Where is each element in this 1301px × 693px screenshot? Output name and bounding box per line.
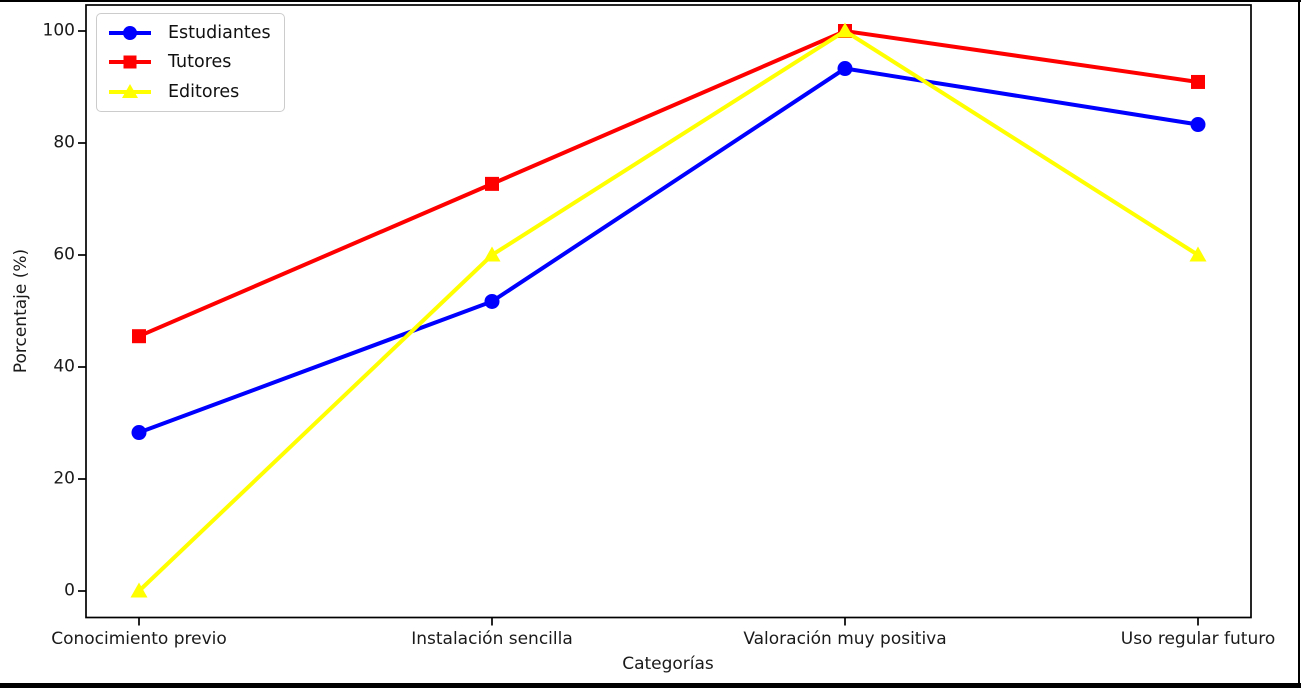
y-tick-label: 60 [53,244,75,265]
data-point-marker-triangle [836,22,854,38]
legend-item-tutores: Tutores [108,49,284,75]
series-line-tutores [138,28,1199,339]
data-point-marker-square [485,176,499,191]
legend-item-editores: Editores [108,79,284,105]
legend-item-estudiantes: Estudiantes [108,20,284,46]
legend-label: Estudiantes [168,22,271,43]
x-tick-label: Valoración muy positiva [743,629,947,649]
y-axis-title: Porcentaje (%) [11,248,31,374]
legend-marker-square-icon [109,55,151,69]
legend-marker-triangle-icon [109,84,151,99]
data-point-marker-circle [837,61,853,77]
x-tick-label: Conocimiento previo [51,629,227,649]
x-tick-label: Instalación sencilla [411,629,573,649]
legend-label: Editores [168,82,240,103]
x-tick-label: Uso regular futuro [1120,629,1276,649]
x-axis-title: Categorías [622,654,714,674]
image-border-right [1298,0,1300,688]
image-border-top [0,0,1301,2]
series-line-editores [137,28,1200,593]
data-point-marker-circle [1190,117,1206,133]
data-point-marker-circle [484,293,500,309]
data-point-marker-square [132,329,146,344]
image-border-bottom [0,683,1301,688]
data-point-marker-triangle [1189,246,1207,262]
y-tick-label: 20 [53,468,75,489]
series-line-estudiantes [138,66,1199,435]
y-tick-label: 100 [42,20,75,41]
legend: Estudiantes Tutores Editores [96,13,285,112]
plot-box-spines [85,4,1252,619]
legend-label: Tutores [168,52,232,73]
data-point-marker-circle [131,425,147,441]
y-tick-label: 80 [53,132,75,153]
data-point-marker-triangle [483,246,501,262]
legend-marker-circle-icon [109,25,151,40]
y-tick-label: 40 [53,356,75,377]
data-point-marker-square [1191,74,1205,89]
y-tick-label: 0 [64,580,75,601]
data-point-marker-triangle [130,582,148,598]
